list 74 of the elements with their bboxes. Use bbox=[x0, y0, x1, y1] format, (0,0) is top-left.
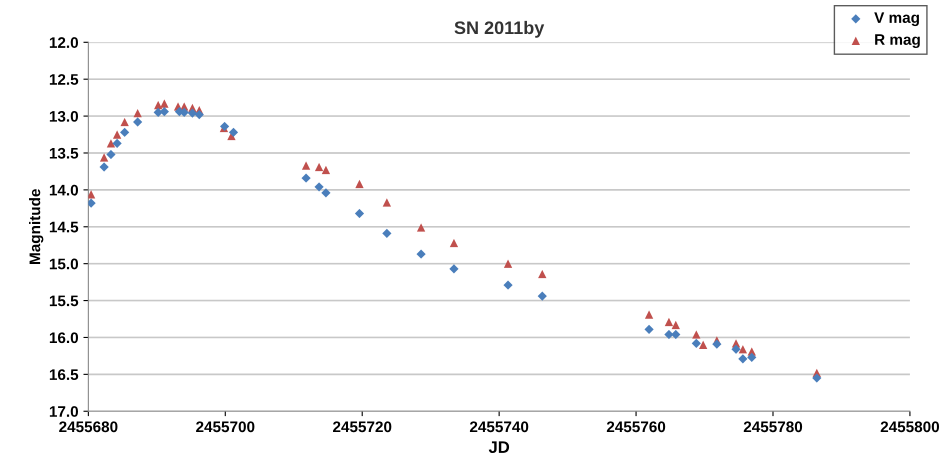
point bbox=[671, 330, 680, 340]
point bbox=[712, 339, 722, 349]
chart-title: SN 2011by bbox=[454, 20, 544, 38]
point bbox=[314, 162, 324, 172]
point bbox=[133, 108, 142, 118]
x-tick-label: 2455760 bbox=[606, 421, 666, 432]
y-tick-label: 12.5 bbox=[50, 74, 78, 85]
point bbox=[228, 128, 238, 137]
point bbox=[504, 260, 512, 268]
point bbox=[188, 108, 198, 118]
point bbox=[100, 162, 109, 172]
y-tick-label: 15.5 bbox=[50, 296, 78, 306]
point bbox=[88, 190, 96, 198]
point bbox=[416, 249, 426, 259]
x-tick-label: 2455680 bbox=[59, 421, 118, 432]
point bbox=[88, 198, 96, 208]
y-tick-label: 13.5 bbox=[50, 148, 78, 159]
point bbox=[112, 138, 122, 148]
point bbox=[301, 173, 311, 183]
point bbox=[644, 310, 654, 319]
x-tick-label: 2455800 bbox=[880, 421, 940, 432]
point bbox=[692, 330, 700, 339]
point bbox=[322, 166, 330, 174]
point bbox=[382, 198, 392, 207]
y-tick-label: 14.0 bbox=[50, 184, 78, 196]
point bbox=[812, 373, 822, 383]
x-tick-label: 2455700 bbox=[196, 421, 254, 432]
y-tick-label: 17.0 bbox=[50, 406, 78, 417]
y-tick-label: 13.0 bbox=[50, 110, 78, 122]
point bbox=[698, 340, 708, 350]
point bbox=[382, 228, 392, 238]
point bbox=[154, 100, 162, 110]
point bbox=[180, 108, 189, 118]
point bbox=[321, 188, 331, 198]
x-axis-title: JD bbox=[488, 441, 510, 454]
point bbox=[664, 318, 674, 326]
y-tick-label: 14.5 bbox=[50, 222, 78, 232]
point bbox=[692, 338, 701, 348]
point bbox=[644, 324, 654, 334]
point bbox=[450, 238, 458, 248]
y-tick-label: 16.0 bbox=[50, 332, 78, 344]
point bbox=[160, 99, 169, 108]
y-tick-label: 15.0 bbox=[50, 258, 78, 270]
point bbox=[731, 344, 741, 354]
point bbox=[100, 153, 108, 162]
point bbox=[355, 180, 364, 188]
x-tick-label: 2455740 bbox=[470, 421, 528, 432]
point bbox=[194, 110, 204, 120]
point bbox=[738, 354, 748, 364]
point bbox=[538, 270, 546, 278]
point bbox=[302, 161, 310, 170]
point bbox=[106, 139, 116, 148]
x-tick-label: 2455720 bbox=[333, 421, 392, 432]
point bbox=[354, 208, 364, 218]
point bbox=[738, 345, 748, 354]
x-tick-label: 2455780 bbox=[744, 421, 802, 432]
point bbox=[133, 117, 142, 127]
point bbox=[416, 223, 426, 232]
y-tick-label: 16.5 bbox=[50, 369, 78, 380]
point bbox=[538, 292, 547, 301]
point bbox=[106, 150, 116, 160]
y-tick-label: 12.0 bbox=[50, 37, 78, 48]
point bbox=[120, 128, 130, 137]
point bbox=[503, 280, 513, 290]
point bbox=[672, 320, 680, 330]
point bbox=[449, 264, 459, 274]
legend-label: R mag bbox=[875, 34, 920, 48]
point bbox=[747, 352, 756, 362]
point bbox=[120, 118, 129, 126]
point bbox=[112, 130, 122, 139]
y-axis-title: Magnitude bbox=[29, 189, 44, 264]
point bbox=[664, 330, 674, 340]
point bbox=[314, 182, 324, 192]
legend-label: V mag bbox=[874, 12, 919, 26]
